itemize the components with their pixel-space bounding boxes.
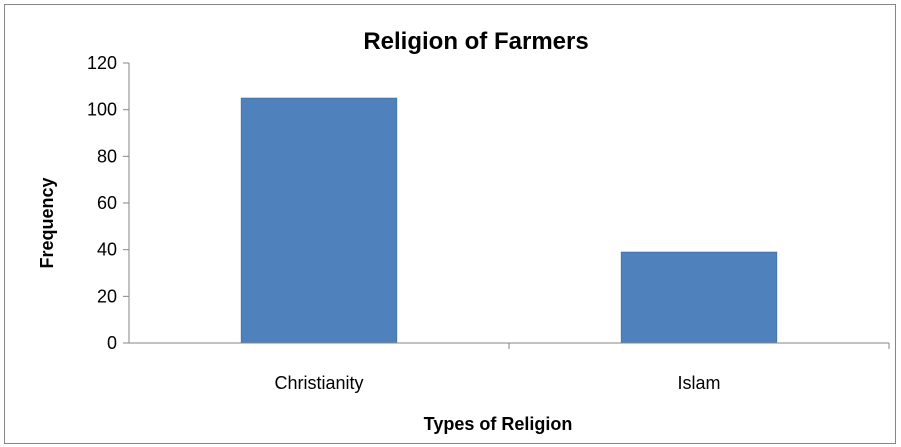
y-tick-label: 60 [97,193,117,213]
x-axis-title: Types of Religion [424,414,573,434]
y-tick-label: 0 [107,333,117,353]
y-tick-label: 20 [97,286,117,306]
y-tick-label: 80 [97,146,117,166]
x-category-label: Christianity [274,373,363,393]
x-category-label: Islam [677,373,720,393]
bars [240,97,778,344]
chart-frame: Religion of Farmers Frequency Types of R… [4,4,896,444]
bar-islam [620,251,778,344]
bar-chart: Religion of Farmers Frequency Types of R… [37,28,890,434]
y-axis-title: Frequency [37,177,57,268]
y-tick-label: 120 [87,53,117,73]
y-tick-label: 100 [87,100,117,120]
bar-christianity [240,97,398,344]
y-tick-label: 40 [97,240,117,260]
y-axis-ticks: 0 20 40 60 80 100 120 [87,53,129,353]
category-labels: Christianity Islam [274,343,890,393]
chart-title: Religion of Farmers [363,28,588,55]
